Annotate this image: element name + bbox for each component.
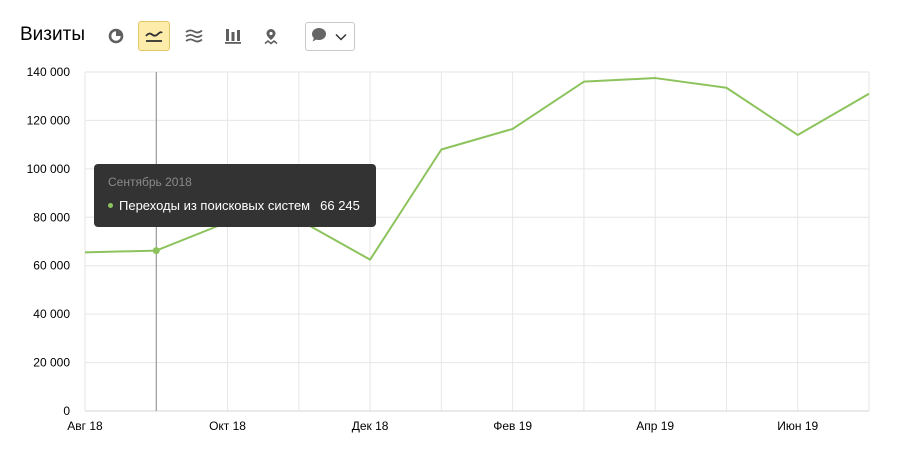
page-title: Визиты	[20, 24, 85, 45]
y-tick-label: 120 000	[27, 113, 71, 127]
line-chart-icon	[145, 29, 163, 43]
highlighted-point	[152, 247, 160, 255]
tooltip-date: Сентябрь 2018	[108, 175, 192, 189]
tooltip-value: 66 245	[320, 198, 360, 213]
x-tick-label: Окт 18	[209, 419, 246, 433]
series-color-dot	[108, 203, 113, 208]
y-tick-label: 140 000	[27, 65, 71, 79]
tooltip-row: Переходы из поисковых систем 66 245	[108, 198, 362, 213]
stacked-area-button[interactable]	[178, 21, 210, 51]
x-tick-label: Дек 18	[352, 419, 389, 433]
y-tick-label: 0	[63, 404, 70, 418]
y-tick-label: 40 000	[33, 307, 70, 321]
tooltip-series-name: Переходы из поисковых систем	[119, 198, 311, 213]
pie-chart-icon	[108, 28, 124, 44]
y-tick-label: 100 000	[27, 162, 71, 176]
pie-chart-button[interactable]	[100, 21, 132, 51]
map-button[interactable]	[255, 21, 287, 51]
annotations-select[interactable]	[305, 22, 355, 51]
x-tick-label: Фев 19	[493, 419, 532, 433]
comment-icon	[311, 27, 327, 47]
y-tick-label: 80 000	[33, 210, 70, 224]
stacked-bar-icon	[224, 28, 242, 44]
stacked-bar-button[interactable]	[217, 21, 249, 51]
chart-toolbar: Визиты	[0, 0, 900, 70]
chevron-down-icon	[335, 28, 347, 46]
line-chart-button[interactable]	[138, 21, 170, 51]
chart-tooltip: Сентябрь 2018 Переходы из поисковых сист…	[94, 164, 376, 227]
y-tick-label: 60 000	[33, 259, 70, 273]
map-pin-icon	[263, 28, 279, 45]
y-tick-label: 20 000	[33, 356, 70, 370]
x-tick-label: Июн 19	[777, 419, 818, 433]
x-tick-label: Апр 19	[636, 419, 674, 433]
stacked-area-icon	[185, 28, 203, 44]
x-tick-label: Авг 18	[67, 419, 103, 433]
